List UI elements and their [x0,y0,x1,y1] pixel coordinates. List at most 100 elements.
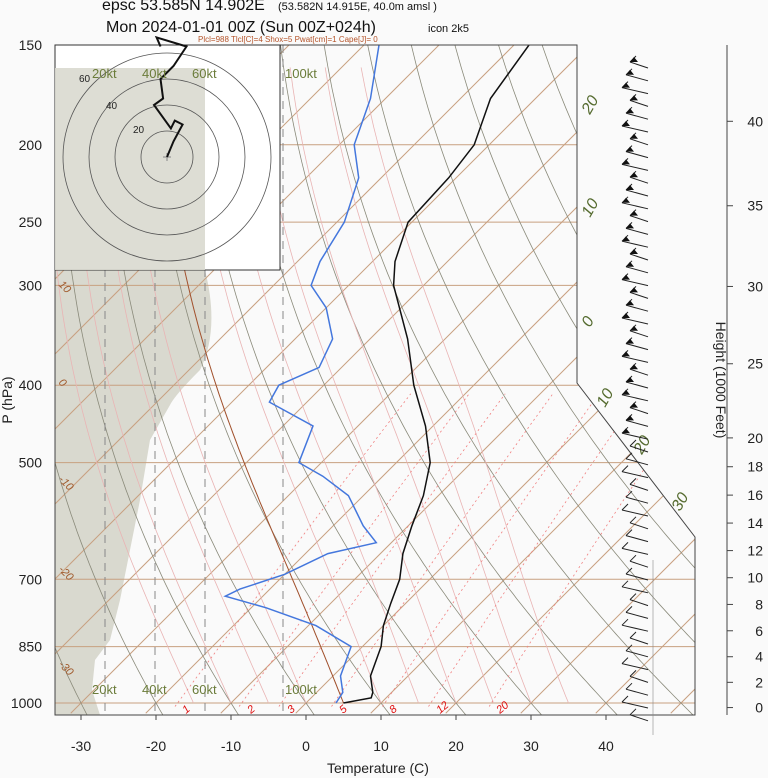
temperature-tick-label: 20 [448,738,464,754]
wind-barb-flag [622,274,630,280]
dry-adiabat [448,45,695,715]
hodograph-inset: 20 40 60 [54,35,281,271]
chart-title-location: (53.582N 14.915E, 40.0m amsl ) [278,1,437,13]
wind-barb [629,522,649,530]
wind-barb [621,202,649,210]
pressure-tick-label: 700 [19,571,43,587]
wind-barb [621,317,649,325]
wind-barb-flag [630,364,638,370]
wind-speed-label: 100kt [285,682,317,697]
wind-barb [621,624,649,632]
wind-barb [625,381,649,389]
wind-barb [625,452,633,460]
wind-barb [625,112,649,120]
wind-barb-flag [630,325,638,331]
wind-barb [625,573,649,581]
wind-barb-flag [626,338,634,344]
wind-barb [629,637,649,645]
mixing-ratio-line [428,393,641,707]
wind-barb [621,542,629,549]
height-tick-label: 2 [755,674,763,690]
wind-barb [629,554,637,562]
height-tick-label: 6 [755,623,763,639]
wind-barb-flag [622,313,630,318]
wind-barb-flag [630,249,638,254]
wind-barb [621,87,649,95]
wind-barb [621,125,649,133]
dry-adiabat [191,45,471,715]
height-tick-label: 20 [747,430,763,446]
moist-adiabat-label: 10 [579,196,603,220]
wind-barb [629,483,649,491]
wind-barb [629,176,649,184]
moist-adiabat [324,67,532,704]
height-tick-label: 8 [755,596,763,612]
wind-barb [621,586,649,594]
height-tick-label: 0 [755,700,763,716]
pressure-tick-label: 500 [19,455,43,471]
isotherm [595,45,695,714]
mixing-ratio-line [238,393,470,707]
wind-barb [629,215,649,223]
dry-adiabat [277,45,623,715]
wind-barb [625,189,649,197]
moist-adiabat-label: 0 [579,314,598,330]
moist-adiabat [131,67,307,704]
wind-barb-flag [630,133,638,139]
wind-speed-label: 20kt [92,682,117,697]
dry-adiabat [362,45,695,715]
wind-speed-label: 60kt [192,66,217,81]
wind-barb [629,593,637,600]
mixing-ratio-label: 20 [493,699,512,717]
wind-barb-flag [622,351,630,357]
wind-barb [629,670,637,677]
wind-barb [621,618,629,626]
temperature-tick-label: -20 [146,738,166,754]
wind-barb [621,279,649,287]
isotherm [295,45,695,714]
hodograph-ring [88,78,246,236]
wind-barb-flag [622,236,630,242]
pressure-tick-label: 300 [19,277,43,293]
wind-barb [621,547,649,555]
hodograph-ring [114,104,220,210]
wind-speed-label: 40kt [142,682,167,697]
wind-barb-flag [630,57,638,62]
wind-barb [621,355,649,363]
wind-barb [621,503,629,511]
mixing-ratio-line [278,393,506,707]
wind-speed-label: 60kt [192,682,217,697]
wind-barb [625,650,649,658]
wind-barb-flag [630,210,638,216]
temperature-tick-label: -10 [221,738,241,754]
indices-text: Plcl=988 Tlcl[C]=4 Shox=5 Pwat[cm]=1 Cap… [198,35,378,44]
wind-barb-flag [630,287,638,293]
wind-barb [629,439,637,447]
wind-barb [625,227,649,235]
moist-adiabat-label: 10 [594,386,618,410]
mixing-ratio-line [174,393,412,707]
wind-barb [621,471,649,479]
temperature-tick-label: 40 [598,738,614,754]
wind-barb [625,419,649,427]
height-tick-label: 10 [747,570,763,586]
isotherm [55,45,689,714]
wind-barb [629,330,649,338]
hodograph-ring-label: 60 [79,74,91,85]
temperature-profile [343,45,530,704]
wind-barb-flag [630,95,638,101]
wind-barb [625,682,633,690]
wind-barb-flag [622,428,630,434]
wind-barb [621,663,649,671]
height-tick-label: 30 [747,278,763,294]
wind-barb-flag [626,415,634,421]
wind-barb [625,644,633,652]
wind-barb [621,580,629,588]
dry-adiabat [149,45,395,715]
wind-barb [625,304,649,312]
dry-adiabat [320,45,695,715]
parcel-path [160,45,344,704]
isotherm [55,45,614,714]
wind-barb-flag [626,185,634,190]
wind-barb [621,465,629,472]
